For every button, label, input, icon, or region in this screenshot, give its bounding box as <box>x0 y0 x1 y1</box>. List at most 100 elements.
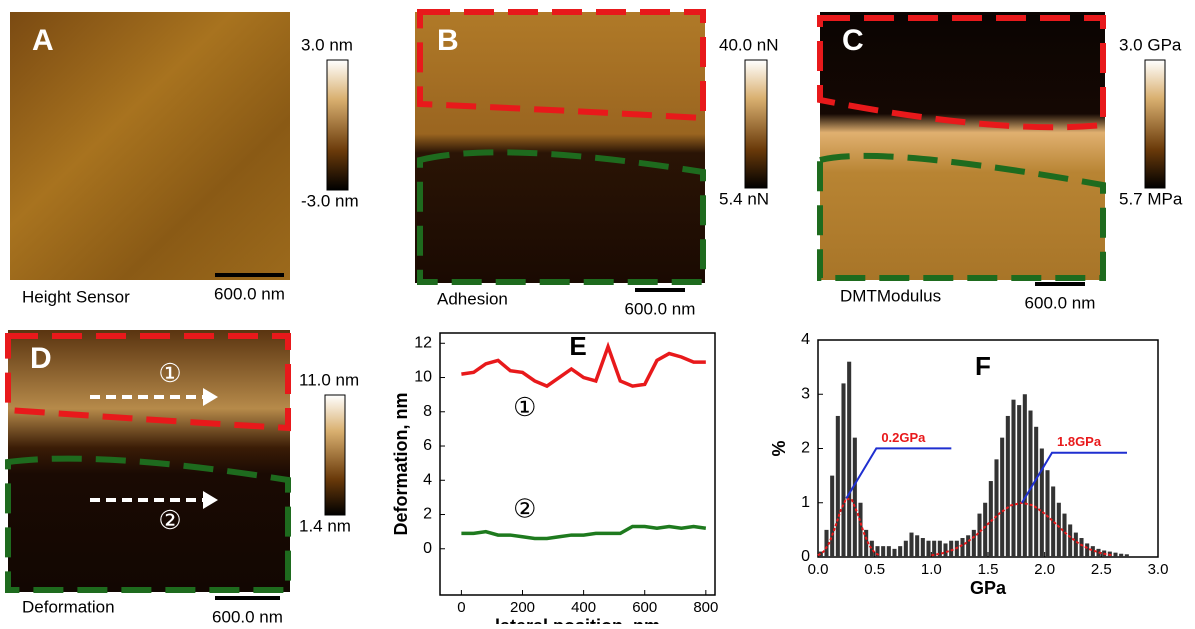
hist-bar <box>1119 553 1124 557</box>
arrow-head <box>203 388 218 406</box>
hist-bar <box>1011 399 1016 557</box>
region-outline <box>417 149 706 285</box>
x-axis-title: GPa <box>970 578 1007 598</box>
hist-bar <box>1017 405 1022 557</box>
x-tick-label: 0.5 <box>864 561 885 578</box>
hist-bar <box>864 529 869 557</box>
y-tick-label: 0 <box>801 548 810 565</box>
hist-bar <box>932 540 937 557</box>
region-outline <box>817 152 1106 281</box>
hist-bar <box>892 548 897 557</box>
hist-bar <box>1056 502 1061 557</box>
scale-top: 3.0 GPa <box>1119 35 1182 54</box>
hist-bar <box>971 529 976 557</box>
panel-label: D <box>30 342 52 375</box>
hist-bar <box>1051 486 1056 557</box>
scale-bottom: 5.4 nN <box>719 189 769 208</box>
hist-bar <box>903 540 908 557</box>
hist-bar <box>1022 394 1027 557</box>
y-tick-label: 2 <box>423 506 432 523</box>
chart-title: E <box>569 331 586 361</box>
scale-top: 40.0 nN <box>719 35 779 54</box>
x-tick-label: 800 <box>693 599 718 616</box>
hist-bar <box>898 546 903 557</box>
hist-bar <box>926 540 931 557</box>
y-tick-label: 1 <box>801 494 810 511</box>
color-bar <box>326 59 349 191</box>
hist-bar <box>1113 552 1118 557</box>
hist-bar <box>1090 546 1095 557</box>
profile-marker: ② <box>158 505 181 535</box>
y-tick-label: 4 <box>423 471 432 488</box>
y-tick-label: 3 <box>801 385 810 402</box>
chart-title: F <box>975 351 991 381</box>
hist-bar <box>1085 543 1090 557</box>
x-tick-label: 0 <box>457 599 465 616</box>
plot-frame <box>439 332 716 596</box>
scale-bottom: 5.7 MPa <box>1119 189 1183 208</box>
panel-label: B <box>437 24 459 57</box>
color-bar <box>324 394 346 516</box>
afm-image <box>415 12 705 283</box>
hist-bar <box>858 502 863 557</box>
color-bar <box>1144 59 1166 189</box>
panel-label: C <box>842 24 864 57</box>
hist-bar <box>869 540 874 557</box>
hist-bar <box>949 540 954 557</box>
hist-bar <box>852 437 857 557</box>
y-axis-title: Deformation, nm <box>391 392 411 535</box>
series-label: ② <box>513 493 536 523</box>
hist-bar <box>943 543 948 557</box>
x-tick-label: 2.0 <box>1034 561 1055 578</box>
region-outline <box>817 15 1106 131</box>
x-tick-label: 200 <box>510 599 535 616</box>
hist-bar <box>1062 513 1067 557</box>
scale-bar-label: 600.0 nm <box>212 607 283 624</box>
y-tick-label: 10 <box>414 369 432 386</box>
hist-bar <box>977 513 982 557</box>
line-series <box>461 524 707 541</box>
hist-bar <box>1079 538 1084 557</box>
hist-bar <box>1034 426 1039 557</box>
hist-bar <box>1039 448 1044 557</box>
hist-bar <box>881 546 886 557</box>
scale-top: 11.0 nm <box>299 370 359 389</box>
caption: Height Sensor <box>22 287 130 306</box>
caption: Adhesion <box>437 289 508 308</box>
hist-bar <box>847 361 852 557</box>
profile-marker: ① <box>158 358 181 388</box>
annotation-leader <box>845 447 952 499</box>
region-outline <box>417 9 706 122</box>
scale-bottom: 1.4 nm <box>299 516 351 535</box>
fit-annotation: 0.2GPa <box>881 430 926 445</box>
hist-bar <box>875 546 880 557</box>
region-outline <box>5 333 291 432</box>
x-tick-label: 3.0 <box>1148 561 1169 578</box>
hist-bar <box>1073 532 1078 557</box>
x-tick-label: 400 <box>571 599 596 616</box>
y-tick-label: 2 <box>801 440 810 457</box>
hist-bar <box>966 535 971 557</box>
scale-bar-label: 600.0 nm <box>214 284 285 303</box>
y-tick-label: 6 <box>423 437 432 454</box>
region-outline <box>5 455 291 593</box>
scale-bar-label: 600.0 nm <box>1025 293 1096 312</box>
hist-bar <box>1005 415 1010 557</box>
x-axis-title: lateral position, nm <box>495 616 660 624</box>
arrow-head <box>203 491 218 509</box>
afm-image <box>10 12 290 280</box>
hist-bar <box>886 546 891 557</box>
hist-bar <box>1068 524 1073 557</box>
fit-curve <box>817 497 881 557</box>
scale-top: 3.0 nm <box>301 35 353 54</box>
hist-bar <box>983 502 988 557</box>
hist-bar <box>835 415 840 557</box>
scale-bottom: -3.0 nm <box>301 191 359 210</box>
hist-bar <box>988 481 993 557</box>
fit-annotation: 1.8GPa <box>1057 434 1102 449</box>
y-tick-label: 0 <box>423 540 432 557</box>
hist-bar <box>920 538 925 557</box>
caption: Deformation <box>22 597 115 616</box>
hist-bar <box>909 532 914 557</box>
